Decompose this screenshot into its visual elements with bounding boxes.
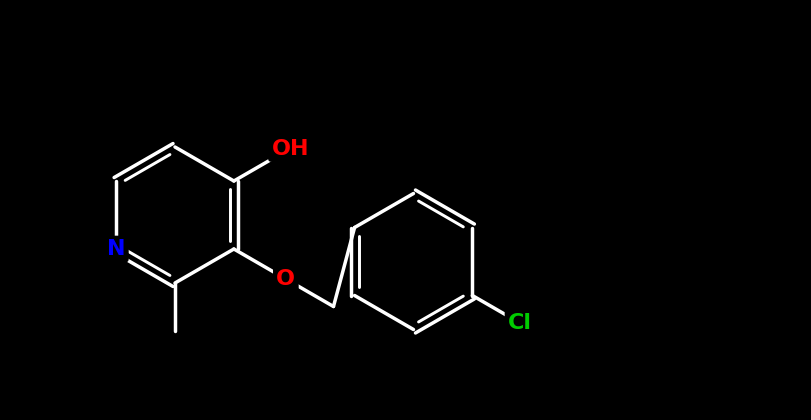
Text: Cl: Cl (508, 313, 531, 333)
Text: OH: OH (271, 139, 308, 158)
Text: O: O (276, 269, 295, 289)
Text: N: N (107, 239, 125, 259)
